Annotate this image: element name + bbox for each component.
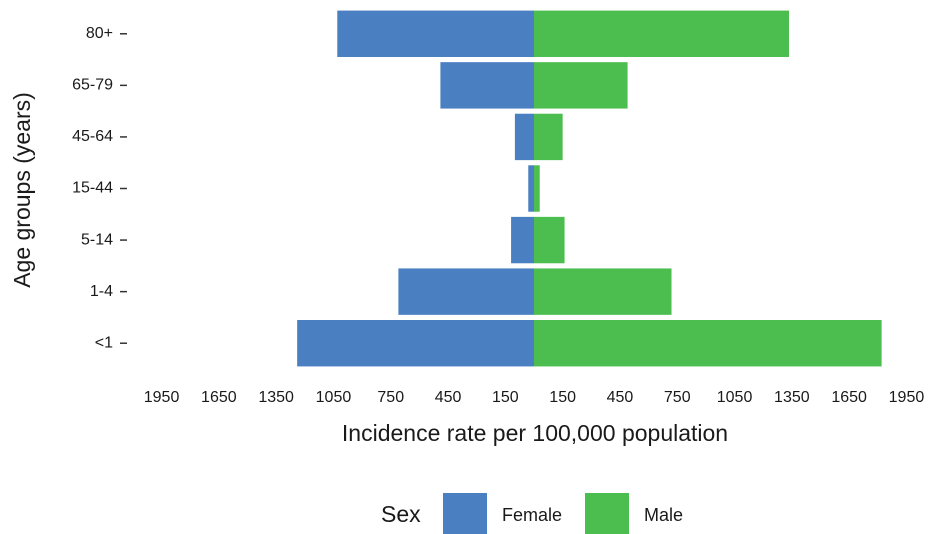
x-tick-label: 150 [492,389,519,406]
y-tick-label: <1 [95,334,113,351]
x-tick-label: 1950 [144,389,180,406]
x-tick-label: 450 [435,389,462,406]
x-tick-label: 1350 [774,389,810,406]
y-tick-label: 80+ [86,25,113,42]
bar [511,216,534,264]
legend-label: Male [644,505,683,525]
y-axis-title: Age groups (years) [9,92,35,288]
bar [534,216,565,264]
bar [534,113,563,161]
legend-label: Female [502,505,562,525]
x-tick-label: 750 [377,389,404,406]
bar [534,10,789,57]
x-tick-label: 1050 [316,389,352,406]
bar [534,320,882,367]
y-tick-label: 65-79 [72,77,113,94]
bar [398,268,534,315]
x-tick-label: 1650 [201,389,237,406]
bar [528,165,534,212]
x-tick-label: 150 [549,389,576,406]
y-tick-label: 5-14 [81,231,113,248]
bar [534,165,540,212]
legend-title: Sex [381,501,421,527]
bar [440,62,534,109]
bar [337,10,534,57]
x-tick-label: 750 [664,389,691,406]
y-tick-label: 45-64 [72,128,113,145]
x-axis-title: Incidence rate per 100,000 population [342,420,728,446]
y-tick-label: 15-44 [72,180,113,197]
x-tick-label: 450 [607,389,634,406]
x-tick-label: 1650 [831,389,867,406]
x-tick-label: 1350 [258,389,294,406]
x-tick-label: 1950 [889,389,925,406]
bar [534,268,672,315]
bar [297,320,534,367]
bar [514,113,534,161]
legend-swatch [585,493,629,534]
y-tick-label: 1-4 [90,283,113,300]
x-tick-label: 1050 [717,389,753,406]
legend-swatch [443,493,487,534]
bar [534,62,628,109]
